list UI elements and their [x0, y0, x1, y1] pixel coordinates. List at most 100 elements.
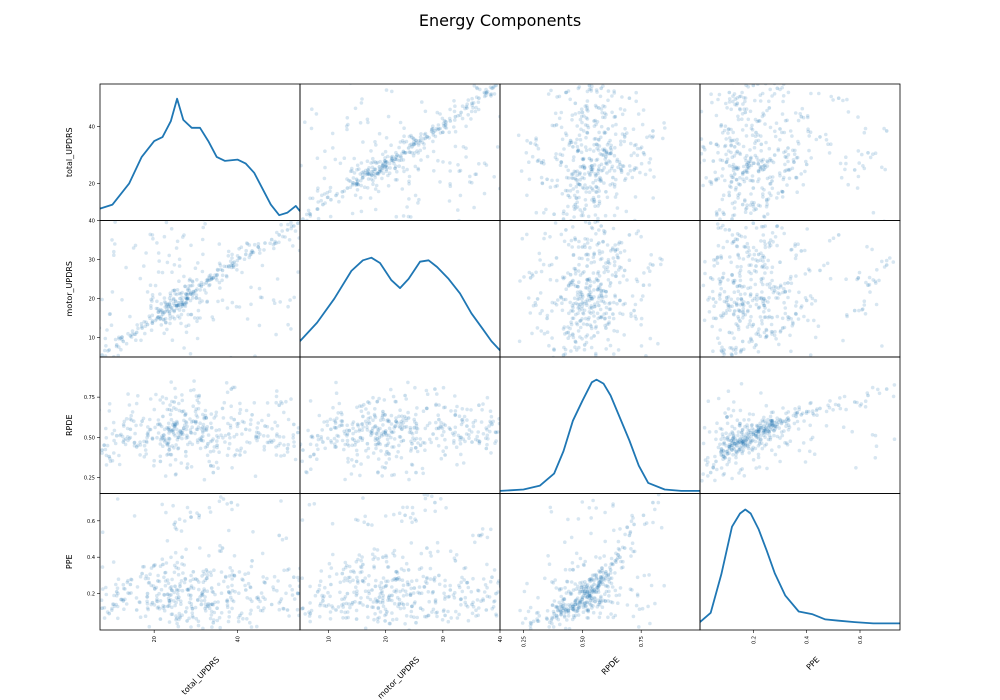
scatter-point: [799, 172, 803, 176]
scatter-point: [576, 311, 580, 316]
scatter-point: [366, 582, 371, 587]
scatter-point: [734, 151, 739, 155]
scatter-point: [383, 156, 387, 160]
scatter-point: [539, 269, 544, 274]
scatter-point: [497, 417, 500, 421]
scatter-point: [366, 400, 370, 404]
scatter-point: [647, 283, 652, 287]
scatter-point: [558, 152, 562, 157]
scatter-point: [796, 142, 801, 146]
scatter-point: [394, 416, 398, 420]
scatter-point: [775, 196, 779, 200]
scatter-point: [199, 284, 204, 289]
scatter-point: [740, 444, 744, 448]
scatter-point: [415, 449, 420, 454]
scatter-point: [169, 612, 174, 617]
scatter-point: [413, 193, 418, 198]
scatter-point: [162, 436, 167, 441]
scatter-point: [581, 311, 585, 315]
scatter-point: [403, 425, 407, 430]
scatter-point: [735, 303, 739, 308]
scatter-point: [334, 426, 339, 430]
scatter-point: [568, 183, 573, 188]
scatter-point: [796, 139, 800, 144]
scatter-point: [629, 311, 633, 316]
scatter-point: [597, 164, 601, 168]
scatter-point: [596, 204, 600, 208]
scatter-point: [764, 421, 768, 425]
scatter-point: [194, 296, 198, 300]
scatter-point: [272, 574, 277, 579]
scatter-point: [793, 111, 798, 115]
panel-motor_UPDRS-vs-PPE: [699, 220, 901, 358]
scatter-point: [575, 181, 580, 185]
scatter-point: [174, 600, 178, 605]
scatter-point: [599, 594, 603, 599]
scatter-point: [331, 552, 335, 557]
scatter-point: [235, 254, 240, 258]
scatter-point: [597, 580, 602, 584]
scatter-point: [564, 90, 568, 95]
scatter-point: [207, 274, 212, 278]
scatter-point: [182, 233, 186, 237]
scatter-point: [585, 583, 590, 587]
scatter-point: [772, 84, 777, 86]
scatter-point: [571, 252, 576, 257]
scatter-point: [730, 304, 734, 309]
scatter-point: [421, 471, 426, 476]
scatter-point: [639, 161, 644, 166]
scatter-point: [702, 318, 707, 323]
scatter-point: [605, 152, 609, 156]
scatter-point: [781, 99, 785, 104]
scatter-point: [744, 441, 749, 446]
scatter-point: [414, 446, 418, 450]
scatter-point: [611, 312, 615, 316]
scatter-point: [196, 623, 201, 628]
scatter-point: [585, 584, 589, 588]
scatter-point: [390, 473, 394, 478]
scatter-point: [732, 441, 737, 446]
scatter-point: [152, 463, 156, 468]
scatter-point: [401, 165, 406, 170]
scatter-point: [357, 167, 361, 171]
scatter-point: [227, 590, 231, 595]
scatter-point: [596, 271, 600, 276]
scatter-point: [149, 328, 154, 333]
scatter-point: [171, 296, 176, 301]
scatter-point: [260, 295, 264, 300]
scatter-point: [624, 209, 629, 214]
scatter-point: [746, 286, 750, 291]
scatter-point: [742, 438, 746, 443]
scatter-point: [485, 562, 489, 567]
scatter-point: [818, 135, 822, 139]
scatter-point: [412, 151, 417, 155]
scatter-point: [839, 175, 844, 180]
scatter-point: [612, 328, 616, 333]
scatter-point: [506, 79, 510, 83]
scatter-point: [598, 152, 602, 156]
scatter-point: [393, 576, 398, 581]
scatter-point: [434, 436, 439, 441]
scatter-point: [576, 306, 580, 310]
scatter-point: [321, 599, 325, 603]
scatter-point: [768, 414, 773, 419]
scatter-point: [753, 446, 758, 451]
scatter-point: [609, 612, 613, 616]
scatter-point: [721, 355, 725, 357]
scatter-point: [418, 148, 423, 153]
scatter-point: [718, 450, 723, 455]
scatter-point: [186, 286, 190, 291]
scatter-point: [782, 150, 786, 155]
scatter-point: [575, 178, 579, 182]
scatter-point: [401, 418, 405, 422]
scatter-point: [492, 599, 496, 604]
scatter-point: [365, 117, 370, 122]
scatter-point: [844, 161, 848, 166]
scatter-point: [138, 440, 142, 445]
scatter-point: [574, 284, 578, 289]
scatter-point: [217, 615, 222, 620]
scatter-point: [576, 564, 580, 569]
scatter-point: [114, 582, 118, 587]
scatter-point: [708, 470, 713, 475]
scatter-point: [622, 78, 626, 82]
